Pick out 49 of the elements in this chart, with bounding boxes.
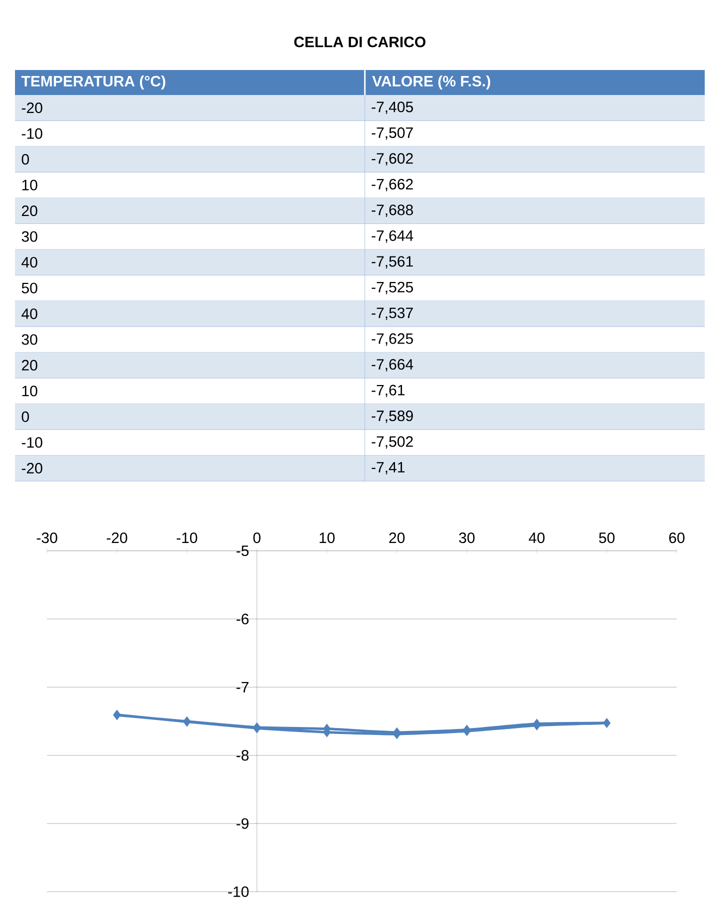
x-tick-label: 40 <box>528 532 545 544</box>
text: -7,61 <box>372 384 405 398</box>
text: TEMPERATURA (°C) <box>21 75 166 90</box>
text: -10 <box>22 437 42 448</box>
text: 40 <box>22 256 38 268</box>
text: -7,662 <box>372 178 413 192</box>
y-tick-label: -9 <box>236 818 249 829</box>
text: 20 <box>22 205 38 216</box>
text: -7,405 <box>372 102 414 114</box>
text: 0 <box>22 154 30 165</box>
y-tick-label: -10 <box>228 886 249 897</box>
x-tick-label: -10 <box>176 532 198 544</box>
text: -7,688 <box>372 204 414 217</box>
x-tick-label: 30 <box>459 532 475 544</box>
x-tick-label: 50 <box>599 532 615 544</box>
text: -7,589 <box>372 410 413 423</box>
text: -7,525 <box>372 282 414 294</box>
text: -7,561 <box>372 256 413 268</box>
text: -10 <box>22 128 42 139</box>
text: -7,41 <box>372 462 405 474</box>
x-tick-label: 10 <box>320 532 335 544</box>
x-tick-label: 0 <box>253 532 261 544</box>
text: -7,664 <box>372 359 414 372</box>
y-tick-label: -6 <box>236 614 249 624</box>
text: -7,644 <box>372 230 414 243</box>
chart-title: CELLA DI CARICO <box>294 36 426 48</box>
x-tick-label: -20 <box>106 532 128 544</box>
text: -7,537 <box>372 308 413 320</box>
text: -20 <box>22 462 42 474</box>
x-tick-label: 20 <box>389 532 405 544</box>
text: -7,602 <box>372 153 413 166</box>
x-tick-label: 60 <box>669 532 685 544</box>
text: -20 <box>22 102 42 114</box>
text: 0 <box>22 411 30 422</box>
text: 10 <box>22 386 38 396</box>
text: 20 <box>22 360 38 371</box>
text: 30 <box>22 231 38 242</box>
text: 40 <box>22 308 38 320</box>
text: -7,507 <box>372 127 413 140</box>
x-tick-label: -30 <box>36 532 58 544</box>
y-tick-label: -8 <box>236 750 249 761</box>
text: -7,502 <box>372 436 413 449</box>
text: 10 <box>22 180 38 190</box>
text: VALORE (% F.S.) <box>372 75 490 90</box>
text: 30 <box>22 334 38 345</box>
y-tick-label: -5 <box>236 546 249 556</box>
text: 50 <box>22 282 38 294</box>
text: -7,625 <box>372 333 414 346</box>
y-tick-label: -7 <box>236 682 249 692</box>
